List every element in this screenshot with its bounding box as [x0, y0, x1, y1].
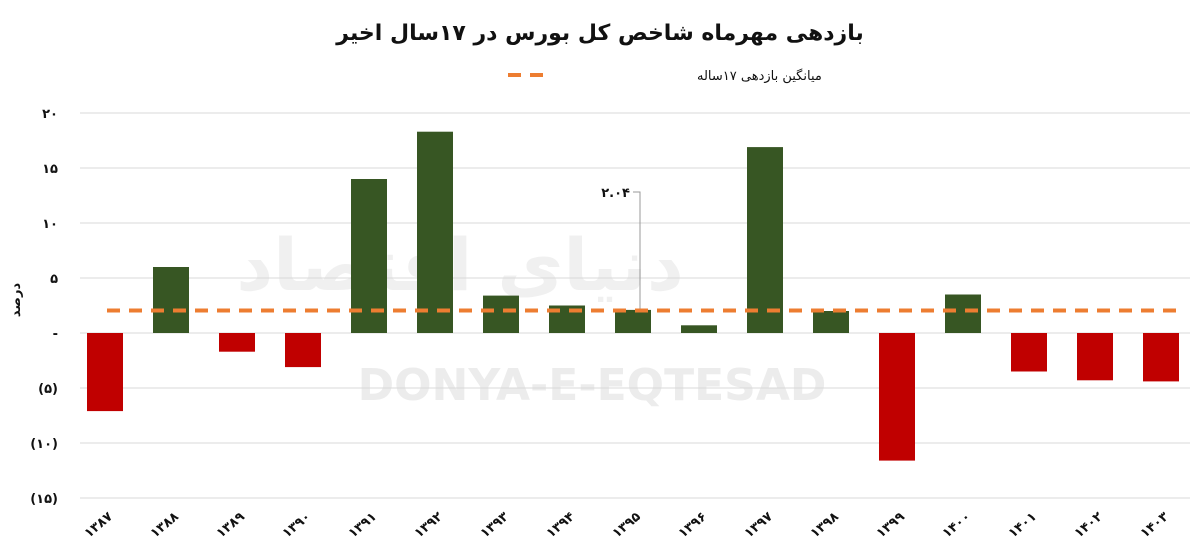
bar [747, 147, 783, 333]
bar [1011, 333, 1047, 372]
y-tick-label: (۱۰) [30, 437, 58, 452]
x-tick-label: ۱۴۰۳ [1138, 509, 1172, 541]
bar [417, 131, 453, 333]
x-tick-label: ۱۳۹۲ [412, 509, 446, 541]
x-tick-label: ۱۳۹۰ [280, 509, 314, 541]
y-tick-label: (۵) [38, 382, 58, 397]
average-data-label: ۲.۰۴ [601, 186, 630, 201]
x-tick-label: ۱۳۹۵ [610, 509, 644, 541]
x-tick-label: ۱۳۹۹ [874, 509, 908, 541]
watermark-text: DONYA-E-EQTESAD [358, 360, 827, 411]
x-tick-label: ۱۳۹۱ [346, 509, 380, 541]
legend: میانگین بازدهی ۱۷ساله [508, 68, 822, 84]
y-tick-label: (۱۵) [30, 492, 58, 507]
bar [483, 295, 519, 333]
bar [813, 311, 849, 333]
x-tick-label: ۱۳۸۷ [82, 509, 116, 541]
x-tick-label: ۱۳۹۳ [478, 509, 512, 541]
y-axis-label: درصد [9, 283, 24, 318]
y-tick-label: ۱۵ [42, 162, 58, 177]
bar [285, 333, 321, 368]
y-tick-label: - [53, 327, 58, 342]
bar [1143, 333, 1179, 382]
x-tick-label: ۱۳۸۹ [214, 509, 248, 541]
y-tick-label: ۵ [50, 272, 58, 287]
bar [219, 333, 255, 352]
x-tick-label: ۱۳۹۶ [676, 509, 710, 541]
x-tick-label: ۱۴۰۲ [1072, 509, 1106, 541]
x-tick-label: ۱۳۹۷ [742, 509, 776, 541]
bar [153, 267, 189, 333]
watermark-logo: دنیای اقتصاد [236, 223, 684, 307]
bar [87, 333, 123, 412]
legend-label-average: میانگین بازدهی ۱۷ساله [697, 68, 822, 84]
chart-title: بازدهی مهرماه شاخص کل بورس در ۱۷سال اخیر [335, 21, 863, 46]
bar [1077, 333, 1113, 381]
bar [681, 325, 717, 333]
x-tick-label: ۱۴۰۱ [1006, 509, 1040, 541]
bar [351, 179, 387, 333]
x-tick-label: ۱۴۰۰ [940, 509, 974, 541]
bar [879, 333, 915, 461]
y-tick-label: ۲۰ [42, 107, 58, 122]
bar [945, 294, 981, 333]
bar [615, 309, 651, 333]
average-leader-line [633, 191, 641, 309]
x-tick-label: ۱۳۸۸ [148, 509, 182, 541]
y-tick-label: ۱۰ [42, 217, 58, 232]
x-tick-label: ۱۳۹۸ [808, 509, 842, 541]
x-tick-label: ۱۳۹۴ [544, 509, 578, 541]
